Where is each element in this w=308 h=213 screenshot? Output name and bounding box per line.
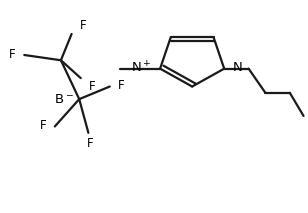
Text: F: F [9,49,16,62]
Text: F: F [80,19,87,32]
Text: N$^+$: N$^+$ [131,60,152,75]
Text: F: F [40,119,46,132]
Text: N: N [233,61,242,74]
Text: B$^-$: B$^-$ [54,93,74,106]
Text: F: F [87,137,93,150]
Text: F: F [89,80,96,93]
Text: F: F [118,79,125,92]
